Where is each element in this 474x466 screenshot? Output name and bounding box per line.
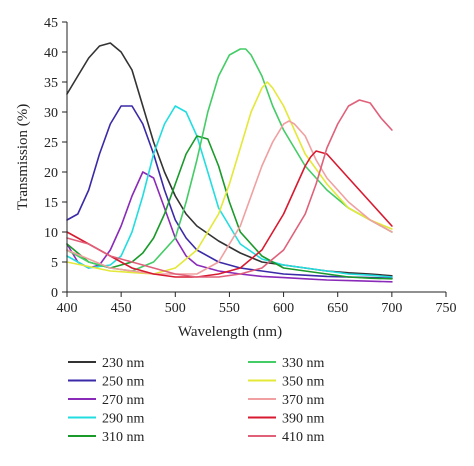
series-lines [66, 42, 393, 283]
y-tick-label: 40 [44, 46, 58, 61]
y-tick-label: 0 [51, 286, 58, 301]
legend-label: 390 nm [282, 412, 325, 427]
x-tick-label: 500 [165, 301, 186, 316]
series-line-1 [66, 42, 393, 277]
y-tick-label: 30 [44, 106, 58, 121]
axes: 400 450 500 550 600 650 700 750 0 5 10 15 20 25 30 35 40… [44, 16, 457, 316]
x-tick-label: 550 [219, 301, 240, 316]
x-tick-label: 600 [273, 301, 294, 316]
x-tick-label: 750 [436, 301, 457, 316]
legend-label: 330 nm [282, 356, 325, 371]
legend-label: 310 nm [102, 430, 145, 445]
series-line-9 [66, 150, 393, 278]
y-tick-label: 5 [51, 256, 58, 271]
legend: 230 nm 250 nm 270 nm 290 nm 310 nm 330 nm 350 … [68, 356, 325, 445]
x-axis-title: Wavelength (nm) [178, 324, 282, 340]
legend-label: 410 nm [282, 430, 325, 445]
legend-label: 270 nm [102, 393, 145, 408]
series-line-5 [66, 135, 393, 280]
y-tick-label: 35 [44, 76, 58, 91]
legend-label: 350 nm [282, 375, 325, 390]
legend-label: 250 nm [102, 375, 145, 390]
y-tick-label: 25 [44, 136, 58, 151]
series-line-8 [66, 120, 393, 275]
y-tick-label: 20 [44, 166, 58, 181]
legend-label: 370 nm [282, 393, 325, 408]
series-line-6 [66, 48, 393, 272]
legend-label: 290 nm [102, 412, 145, 427]
x-tick-label: 650 [327, 301, 348, 316]
series-line-3 [66, 171, 393, 283]
x-tick-label: 400 [57, 301, 78, 316]
legend-label: 230 nm [102, 356, 145, 371]
x-tick-label: 450 [111, 301, 132, 316]
y-tick-label: 45 [44, 16, 58, 31]
series-line-10 [66, 99, 393, 278]
series-line-2 [66, 105, 393, 280]
x-tick-label: 700 [381, 301, 402, 316]
y-tick-label: 15 [44, 196, 58, 211]
y-axis-title: Transmission (%) [15, 104, 31, 211]
y-tick-label: 10 [44, 226, 58, 241]
series-line-7 [66, 81, 393, 275]
series-line-4 [66, 105, 393, 278]
